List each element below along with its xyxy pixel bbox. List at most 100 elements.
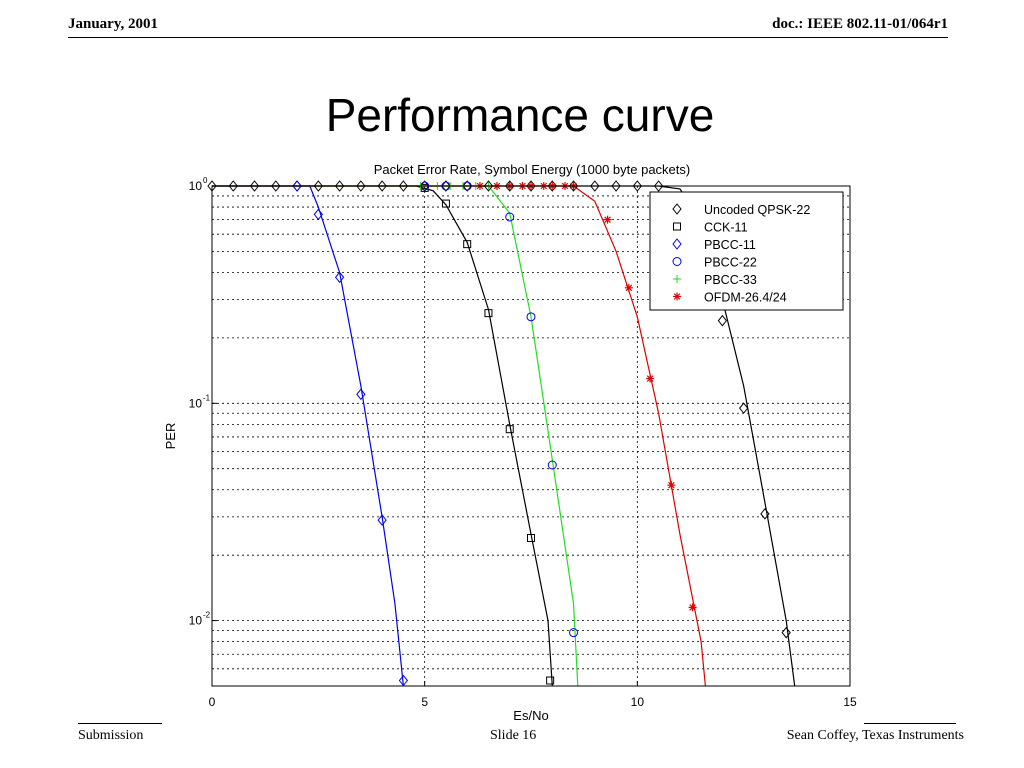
legend-marker <box>672 257 682 266</box>
circle-marker-shape <box>569 628 579 638</box>
square-marker-shape <box>546 676 555 685</box>
y-tick-label: 10 <box>189 614 203 628</box>
data-point-uncoded-qpsk-22 <box>398 180 409 192</box>
diamond-marker-shape <box>334 180 345 192</box>
diamond-marker-shape <box>334 271 345 284</box>
y-tick-exponent: -2 <box>203 611 211 620</box>
circle-marker-shape <box>505 212 515 222</box>
diamond-marker-shape <box>249 180 260 192</box>
legend-label: PBCC-33 <box>704 273 757 287</box>
circle-marker-shape <box>547 460 557 470</box>
square-marker-shape <box>441 199 450 208</box>
diamond-marker-shape <box>590 180 600 192</box>
diamond-marker-shape <box>672 203 682 215</box>
asterisk-marker-d2 <box>625 284 633 292</box>
square-marker-shape <box>527 533 535 542</box>
legend: Uncoded QPSK-22 CCK-11 PBCC-11 PBCC-22 PBCC-… <box>649 191 844 311</box>
diamond-marker-shape <box>632 180 642 192</box>
data-point-uncoded-qpsk-22 <box>568 180 579 192</box>
data-point-uncoded-qpsk-22 <box>781 626 791 639</box>
data-point-pbcc-22 <box>505 212 515 222</box>
plot-frame <box>211 185 851 687</box>
data-point-cck-11 <box>463 240 472 249</box>
diamond-marker-shape <box>781 626 791 639</box>
legend-marker <box>673 222 681 231</box>
x-tick-label: 10 <box>631 695 645 709</box>
data-point-uncoded-qpsk-22 <box>590 180 600 192</box>
data-point-pbcc-11 <box>292 180 302 192</box>
data-point-uncoded-qpsk-22 <box>377 180 387 192</box>
legend-label: PBCC-22 <box>704 256 757 270</box>
asterisk-marker-d2 <box>668 481 675 489</box>
data-point-uncoded-qpsk-22 <box>483 180 494 192</box>
legend-box <box>649 191 844 311</box>
legend-marker <box>673 292 681 301</box>
diamond-marker-shape <box>356 388 366 401</box>
diamond-marker-shape <box>568 180 579 192</box>
legend-marker <box>672 238 682 250</box>
legend-label: OFDM-26.4/24 <box>704 291 787 305</box>
data-point-cck-11 <box>441 199 450 208</box>
diamond-marker-shape <box>672 238 682 250</box>
data-point-ofdm-26-4-24 <box>667 481 676 490</box>
data-point-uncoded-qpsk-22 <box>249 180 260 192</box>
x-tick-label: 0 <box>209 695 216 709</box>
diamond-marker-shape <box>377 180 387 192</box>
header-date: January, 2001 <box>68 16 159 32</box>
data-point-uncoded-qpsk-22 <box>526 180 536 192</box>
data-point-ofdm-26-4-24 <box>603 215 612 224</box>
square-marker-shape <box>484 309 493 318</box>
slide-title: Performance curve <box>325 89 715 141</box>
data-point-uncoded-qpsk-22 <box>271 180 281 192</box>
data-point-uncoded-qpsk-22 <box>760 508 770 520</box>
data-point-uncoded-qpsk-22 <box>717 314 728 327</box>
diamond-marker-shape <box>717 314 728 327</box>
y-tick-exponent: 0 <box>203 176 208 185</box>
diamond-marker-shape <box>505 180 515 192</box>
diamond-marker-shape <box>462 180 472 192</box>
diamond-marker-shape <box>292 180 302 192</box>
circle-marker-shape <box>672 257 682 266</box>
series-line-pbcc-11 <box>212 185 404 687</box>
asterisk-marker-d2 <box>673 293 681 300</box>
square-marker-shape <box>673 222 681 231</box>
footer-slide-number: Slide 16 <box>490 728 537 743</box>
diamond-marker-shape <box>313 208 323 221</box>
header-doc-id: doc.: IEEE 802.11-01/064r1 <box>772 16 948 32</box>
diamond-marker-shape <box>739 402 749 414</box>
data-point-ofdm-26-4-24 <box>624 283 633 292</box>
data-point-pbcc-11 <box>313 208 323 221</box>
chart-title: Packet Error Rate, Symbol Energy (1000 b… <box>374 162 690 177</box>
data-point-uncoded-qpsk-22 <box>313 180 323 192</box>
diamond-marker-shape <box>760 508 770 520</box>
data-point-cck-11 <box>527 533 535 542</box>
footer-divider-right <box>864 723 956 724</box>
x-axis-label: Es/No <box>513 708 548 723</box>
data-point-uncoded-qpsk-22 <box>462 180 472 192</box>
asterisk-marker-d2 <box>689 604 696 611</box>
header-divider <box>68 37 948 38</box>
y-tick-label: 10 <box>189 396 203 410</box>
square-marker-shape <box>463 240 472 249</box>
data-point-uncoded-qpsk-22 <box>334 180 345 192</box>
data-point-uncoded-qpsk-22 <box>611 180 621 192</box>
series-line-cck-11 <box>212 185 553 687</box>
data-point-uncoded-qpsk-22 <box>356 180 366 192</box>
square-marker-shape <box>505 425 514 434</box>
footer-divider-left <box>78 723 162 724</box>
footer-submission: Submission <box>78 728 144 743</box>
data-point-pbcc-11 <box>334 271 345 284</box>
circle-marker-shape <box>526 312 536 322</box>
data-point-uncoded-qpsk-22 <box>228 180 238 192</box>
diamond-marker-shape <box>653 180 664 192</box>
diamond-marker-shape <box>483 180 494 192</box>
data-point-uncoded-qpsk-22 <box>632 180 642 192</box>
legend-label: CCK-11 <box>704 221 748 235</box>
data-point-cck-11 <box>484 309 493 318</box>
data-point-uncoded-qpsk-22 <box>547 180 557 192</box>
data-point-ofdm-26-4-24 <box>646 374 655 383</box>
legend-label: Uncoded QPSK-22 <box>704 203 810 217</box>
diamond-marker-shape <box>377 514 387 526</box>
y-axis-label: PER <box>163 423 178 450</box>
